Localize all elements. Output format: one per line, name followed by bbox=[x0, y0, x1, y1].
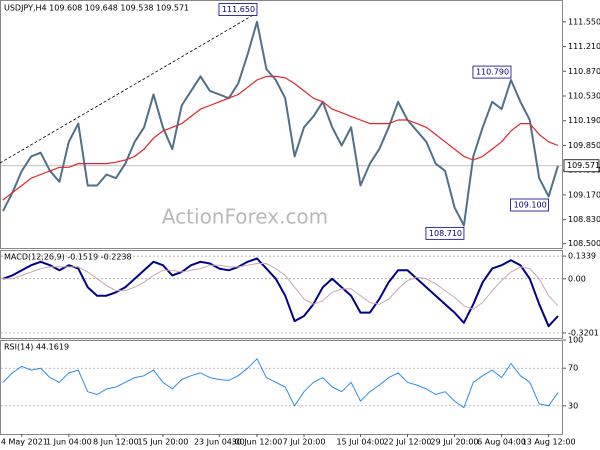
x-tick-label: 29 Jul 20:00 bbox=[431, 438, 479, 447]
y-tick-label: 108.500 bbox=[568, 239, 600, 248]
y-tick-label: 110.190 bbox=[568, 116, 600, 125]
price-annotation: 111.650 bbox=[222, 5, 255, 14]
series-line bbox=[3, 263, 559, 310]
price-annotation-box bbox=[425, 226, 465, 240]
price-annotation-box bbox=[510, 198, 549, 212]
macd-panel bbox=[0, 250, 563, 339]
x-tick-label: 7 Jul 20:00 bbox=[283, 438, 326, 447]
x-tick-label: 6 Aug 04:00 bbox=[477, 438, 526, 447]
series-line bbox=[2, 75, 559, 201]
y-tick-label: 110.530 bbox=[568, 92, 600, 101]
last-price-box bbox=[563, 159, 600, 173]
y-tick-label: 109.850 bbox=[568, 141, 600, 150]
x-tick-label: 30 Jun 12:00 bbox=[232, 438, 283, 447]
y-tick-label: 0.00 bbox=[568, 274, 586, 283]
x-tick-label: 23 Jun 04:00 bbox=[194, 438, 245, 447]
series-line bbox=[2, 358, 559, 409]
watermark: ActionForex.com bbox=[162, 205, 328, 229]
price-annotation: 110.790 bbox=[476, 68, 509, 77]
x-tick-label: 22 Jul 12:00 bbox=[383, 438, 431, 447]
x-tick-label: 8 Jun 12:00 bbox=[93, 438, 139, 447]
y-tick-label: 70 bbox=[568, 364, 578, 373]
y-tick-label: 0.1339 bbox=[568, 252, 596, 261]
y-tick-label: 100 bbox=[568, 336, 583, 345]
y-tick-label: -0.3201 bbox=[568, 328, 599, 337]
y-tick-label: 111.550 bbox=[568, 17, 600, 26]
x-tick-label: 1 Jun 04:00 bbox=[46, 438, 92, 447]
x-tick-label: 24 May 2021 bbox=[0, 438, 48, 447]
y-tick-label: 30 bbox=[568, 401, 578, 410]
price-annotation-box bbox=[218, 3, 258, 16]
x-tick-label: 15 Jul 04:00 bbox=[336, 438, 384, 447]
rsi-title: RSI(14) 44.1619 bbox=[4, 343, 69, 352]
price-title: USDJPY,H4 109.608 109.648 109.538 109.57… bbox=[4, 4, 189, 13]
x-tick-label: 15 Jun 20:00 bbox=[138, 438, 189, 447]
x-tick-label: 13 Aug 12:00 bbox=[522, 438, 576, 447]
series-line bbox=[2, 257, 559, 328]
series-line bbox=[2, 20, 559, 227]
y-tick-label: 111.210 bbox=[568, 42, 600, 51]
y-tick-label: 108.830 bbox=[568, 215, 600, 224]
rsi-panel bbox=[0, 340, 563, 435]
y-tick-label: 109.170 bbox=[568, 190, 600, 199]
price-annotation: 108.710 bbox=[429, 229, 462, 238]
price-annotation-box bbox=[472, 65, 512, 79]
last-price-label: 109.571 bbox=[567, 161, 600, 170]
macd-title: MACD(12,26,9) -0.1519 -0.2238 bbox=[4, 253, 132, 262]
price-annotation: 109.100 bbox=[514, 201, 547, 210]
y-tick-label: 110.870 bbox=[568, 67, 600, 76]
price-panel bbox=[0, 0, 563, 249]
trend-line bbox=[0, 13, 256, 164]
